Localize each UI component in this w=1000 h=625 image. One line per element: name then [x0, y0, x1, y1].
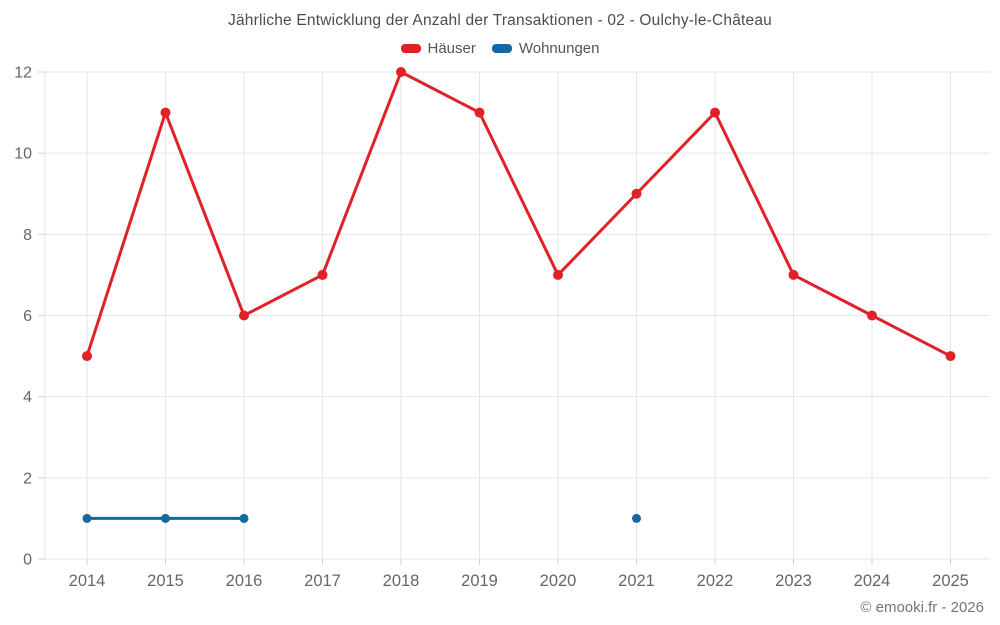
x-axis-tick-label: 2022	[697, 572, 734, 590]
x-axis-tick-label: 2014	[69, 572, 106, 590]
x-axis-tick-label: 2024	[854, 572, 891, 590]
x-axis-tick-label: 2020	[540, 572, 577, 590]
data-point-häuser[interactable]	[396, 67, 406, 77]
chart-legend: Häuser Wohnungen	[0, 40, 1000, 57]
legend-item-wohnungen[interactable]: Wohnungen	[491, 40, 600, 57]
x-axis-tick-label: 2019	[461, 572, 498, 590]
data-point-häuser[interactable]	[160, 107, 171, 118]
data-point-häuser[interactable]	[788, 269, 799, 280]
legend-label-wohnungen: Wohnungen	[518, 40, 600, 57]
data-point-wohnungen[interactable]	[239, 513, 249, 523]
y-axis-tick-label: 4	[23, 389, 32, 406]
y-axis-tick-label: 10	[14, 146, 32, 163]
data-point-häuser[interactable]	[553, 269, 563, 280]
x-axis-tick-label: 2021	[618, 572, 655, 590]
y-axis-tick-label: 2	[23, 470, 32, 487]
y-axis-tick-label: 6	[23, 308, 32, 325]
data-point-wohnungen[interactable]	[161, 513, 170, 523]
legend-item-hauser[interactable]: Häuser	[400, 40, 476, 57]
y-axis-tick-label: 8	[23, 227, 32, 244]
data-point-häuser[interactable]	[710, 107, 720, 118]
wohnungen-legend-swatch-icon	[491, 44, 512, 53]
copyright-credit: © emooki.fr - 2026	[860, 599, 984, 616]
x-axis-tick-label: 2018	[383, 572, 420, 590]
hauser-legend-swatch-icon	[400, 44, 421, 53]
data-point-häuser[interactable]	[631, 188, 642, 199]
data-point-häuser[interactable]	[239, 310, 249, 321]
x-axis-tick-label: 2025	[932, 572, 969, 590]
x-axis-tick-label: 2015	[147, 572, 184, 590]
x-axis-tick-label: 2023	[775, 572, 812, 590]
data-point-häuser[interactable]	[867, 310, 877, 321]
data-point-häuser[interactable]	[945, 351, 956, 362]
data-point-häuser[interactable]	[317, 269, 328, 280]
data-point-häuser[interactable]	[82, 351, 92, 362]
data-point-wohnungen[interactable]	[632, 513, 641, 523]
data-point-häuser[interactable]	[474, 107, 485, 118]
series-line-häuser	[85, 70, 952, 358]
x-axis-tick-label: 2017	[304, 572, 341, 590]
data-point-wohnungen[interactable]	[82, 513, 92, 523]
x-axis-tick-label: 2016	[226, 572, 263, 590]
y-axis-tick-label: 12	[14, 65, 32, 82]
legend-label-hauser: Häuser	[427, 40, 476, 57]
chart-title: Jährliche Entwicklung der Anzahl der Tra…	[228, 12, 772, 29]
y-axis-tick-label: 0	[23, 552, 32, 569]
